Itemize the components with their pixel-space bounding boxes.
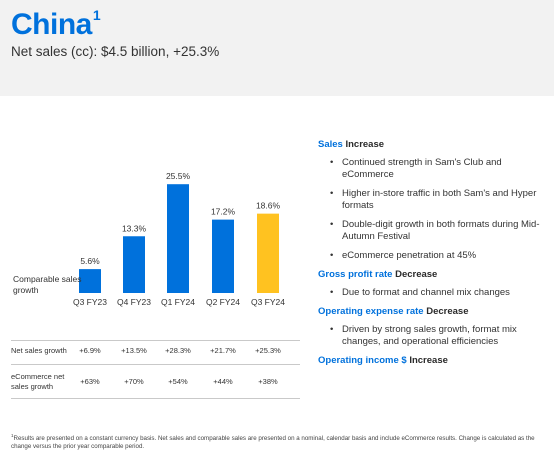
- bullet-item: Continued strength in Sam's Club and eCo…: [318, 157, 548, 181]
- comparable-sales-bar-chart: 5.6% Q3 FY23 13.3% Q4 FY23 25.5% Q1 FY24 17.2%…: [73, 171, 285, 307]
- section-status: Increase: [345, 139, 385, 150]
- row-label: Net sales growth: [11, 346, 67, 355]
- table-cell: +25.3%: [255, 346, 281, 355]
- category-label: Q2 FY24: [206, 297, 240, 307]
- section-status: Increase: [409, 355, 448, 366]
- bar-data-label: 5.6%: [80, 256, 100, 266]
- table-divider: [11, 340, 300, 341]
- row-label: eCommerce net sales growth: [11, 372, 65, 391]
- section-heading: Sales Increase: [318, 139, 548, 151]
- section-status: Decrease: [395, 269, 438, 280]
- table-cell: +54%: [168, 377, 188, 386]
- section-status: Decrease: [426, 306, 469, 317]
- bullet-item: Double-digit growth in both formats duri…: [318, 219, 548, 243]
- bar-q3-fy23: [79, 269, 101, 293]
- section-heading: Operating income $ Increase: [318, 355, 548, 367]
- table-divider: [11, 398, 300, 399]
- bar-data-label: 18.6%: [256, 201, 281, 211]
- bullet-item: Driven by strong sales growth, format mi…: [318, 324, 548, 348]
- page-subtitle: Net sales (cc): $4.5 billion, +25.3%: [11, 44, 220, 59]
- page-title: China1: [11, 7, 101, 41]
- header-band: China1 Net sales (cc): $4.5 billion, +25…: [0, 0, 554, 96]
- table-cell: +63%: [80, 377, 100, 386]
- footnote-marker: 1: [11, 433, 14, 438]
- bar-data-label: 13.3%: [122, 223, 147, 233]
- commentary-panel: Sales Increase Continued strength in Sam'…: [318, 139, 548, 373]
- bullet-item: eCommerce penetration at 45%: [318, 250, 548, 262]
- category-label: Q4 FY23: [117, 297, 151, 307]
- bar-q2-fy24: [212, 219, 234, 293]
- category-label: Q3 FY23: [73, 297, 107, 307]
- bullet-item: Higher in-store traffic in both Sam's an…: [318, 188, 548, 212]
- title-footnote-marker: 1: [92, 7, 101, 23]
- bullet-list: Due to format and channel mix changes: [318, 287, 548, 299]
- table-cell: +38%: [258, 377, 278, 386]
- table-cell: +44%: [213, 377, 233, 386]
- bar-q4-fy23: [123, 236, 145, 293]
- table-cell: +13.5%: [121, 346, 147, 355]
- section-heading-label: Gross profit rate: [318, 269, 396, 280]
- table-cell: +21.7%: [210, 346, 236, 355]
- bar-data-label: 25.5%: [166, 171, 191, 181]
- table-cell: +70%: [124, 377, 144, 386]
- bar-q1-fy24: [167, 184, 189, 293]
- section-heading-label: Operating income $: [318, 355, 410, 366]
- section-heading: Operating expense rate Decrease: [318, 306, 548, 318]
- category-label: Q1 FY24: [161, 297, 195, 307]
- section-heading-label: Operating expense rate: [318, 306, 427, 317]
- bullet-list: Driven by strong sales growth, format mi…: [318, 324, 548, 348]
- bullet-list: Continued strength in Sam's Club and eCo…: [318, 157, 548, 262]
- footnote-text: Results are presented on a constant curr…: [11, 435, 535, 451]
- table-cell: +28.3%: [165, 346, 191, 355]
- bar-q3-fy24: [257, 213, 279, 293]
- bar-data-label: 17.2%: [211, 207, 236, 217]
- section-heading-label: Sales: [318, 139, 346, 150]
- bullet-item: Due to format and channel mix changes: [318, 287, 548, 299]
- comparable-sales-growth-label: Comparable sales growth: [13, 274, 82, 295]
- table-divider: [11, 364, 300, 365]
- section-heading: Gross profit rate Decrease: [318, 269, 548, 281]
- category-label: Q3 FY24: [251, 297, 285, 307]
- footnote: 1Results are presented on a constant cur…: [11, 432, 546, 451]
- table-cell: +6.9%: [79, 346, 101, 355]
